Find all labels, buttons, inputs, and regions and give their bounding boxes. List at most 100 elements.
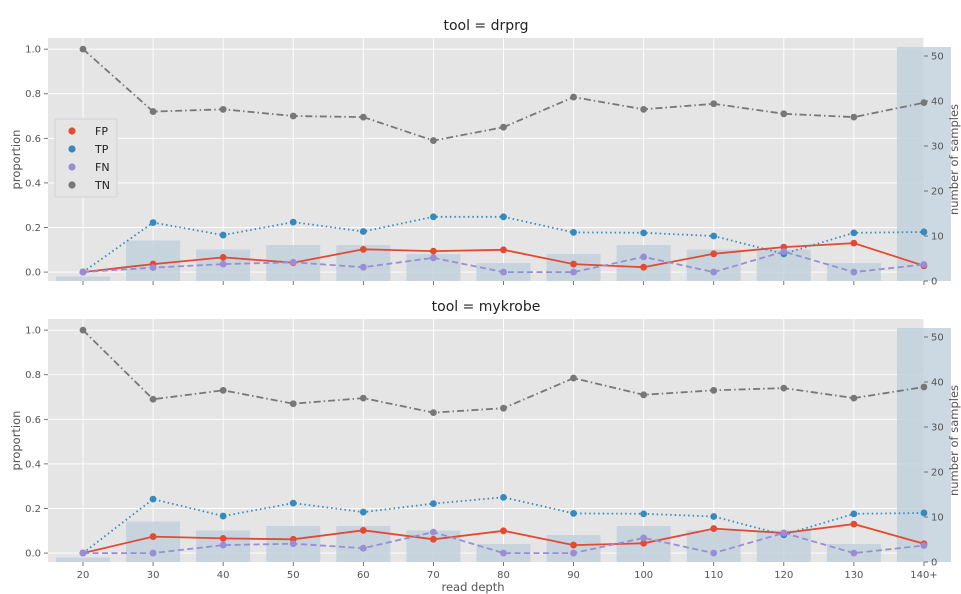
point-fn	[359, 544, 367, 552]
panel-mykrobe: 0.00.20.40.60.81.020 30 40 50 60 70 80 90 100 110…	[9, 299, 961, 581]
point-fp	[359, 526, 367, 534]
point-tp	[149, 495, 157, 503]
point-tp	[430, 213, 437, 221]
point-fn	[289, 258, 297, 266]
right-y-tick-label: 20	[931, 468, 944, 479]
point-tp	[149, 219, 157, 226]
point-tp	[500, 493, 507, 501]
point-tp	[289, 499, 297, 507]
point-tn	[920, 383, 928, 391]
point-fn	[780, 529, 788, 537]
x-tick-label: 20	[77, 570, 90, 581]
point-tp	[289, 218, 297, 226]
x-tick-label: 60	[357, 570, 370, 581]
point-fp	[710, 525, 718, 532]
sample-count-bar	[896, 328, 951, 562]
right-y-tick-label: 30	[931, 423, 944, 434]
point-fp	[570, 541, 577, 549]
point-fn	[710, 549, 718, 557]
point-tn	[850, 394, 858, 402]
point-fn	[149, 264, 157, 272]
point-tn	[500, 123, 507, 131]
point-tp	[640, 510, 648, 518]
point-tp	[920, 509, 928, 517]
sample-count-bar	[546, 254, 601, 281]
x-tick-label: 90	[567, 570, 580, 581]
x-tick-label: 50	[287, 570, 300, 581]
panel-title: tool = mykrobe	[432, 299, 541, 315]
point-fp	[500, 246, 507, 254]
y-axis-label-right: number of samples	[947, 104, 961, 215]
sample-count-bar	[56, 276, 110, 281]
point-tp	[850, 229, 858, 237]
x-tick-label: 140+	[910, 570, 937, 581]
point-tp	[500, 213, 507, 221]
point-fp	[359, 245, 367, 253]
y-tick-label: 0.4	[25, 178, 41, 189]
legend-marker	[68, 163, 76, 171]
y-tick-label: 0.6	[25, 134, 41, 145]
point-fp	[850, 520, 858, 528]
sample-count-bar	[896, 47, 951, 281]
x-tick-label: 70	[427, 570, 440, 581]
point-tp	[710, 513, 718, 520]
legend-marker	[68, 127, 76, 135]
point-tn	[500, 404, 507, 412]
point-tn	[149, 108, 157, 115]
point-fn	[850, 268, 858, 276]
point-tn	[359, 394, 367, 402]
y-axis-label-left: proportion	[9, 411, 23, 471]
point-tn	[79, 326, 87, 334]
point-fn	[710, 268, 718, 276]
point-fp	[430, 247, 437, 255]
panel-drprg: 0.0 0.2 0.4 0.6 0.8 1.0 0 10 20 30 40 50 tool = drpr…	[9, 18, 961, 288]
y-tick-label: 0.8	[25, 370, 41, 381]
point-tn	[640, 391, 648, 399]
point-tp	[359, 228, 367, 235]
y-tick-label: 0.6	[25, 415, 41, 426]
point-tn	[920, 99, 928, 107]
x-tick-label: 40	[217, 570, 230, 581]
x-tick-label: 120	[774, 570, 793, 581]
legend-label: FN	[95, 161, 110, 174]
point-fn	[570, 268, 577, 276]
point-tp	[710, 232, 718, 240]
legend-marker	[68, 181, 76, 189]
point-tn	[430, 409, 437, 417]
point-tn	[219, 386, 227, 394]
point-tp	[219, 231, 227, 239]
point-tn	[570, 374, 577, 382]
point-tn	[359, 113, 367, 121]
point-fp	[570, 260, 577, 268]
legend-label: TN	[94, 179, 110, 192]
x-tick-label: 110	[704, 570, 723, 581]
legend-label: FP	[95, 125, 108, 138]
point-tp	[359, 508, 367, 516]
point-fp	[710, 250, 718, 258]
point-fn	[850, 549, 858, 557]
point-fp	[149, 533, 157, 540]
y-tick-label: 0.0	[25, 268, 41, 279]
point-tn	[289, 400, 297, 408]
right-y-tick-label: 50	[931, 52, 944, 63]
y-tick-label: 0.2	[25, 223, 41, 234]
point-tn	[219, 105, 227, 113]
point-fn	[780, 248, 788, 255]
y-tick-label: 1.0	[25, 326, 41, 337]
point-fn	[79, 549, 87, 557]
point-fp	[219, 253, 227, 261]
y-tick-label: 1.0	[25, 45, 41, 56]
y-tick-label: 0.4	[25, 459, 41, 470]
point-fp	[430, 535, 437, 543]
point-tn	[149, 395, 157, 403]
point-fp	[640, 539, 648, 547]
right-y-tick-label: 50	[931, 333, 944, 344]
point-fn	[359, 263, 367, 271]
point-fn	[289, 540, 297, 548]
point-tp	[920, 228, 928, 236]
point-fn	[149, 549, 157, 557]
right-y-tick-label: 10	[931, 232, 944, 243]
x-tick-label: 130	[844, 570, 863, 581]
point-fp	[219, 534, 227, 542]
